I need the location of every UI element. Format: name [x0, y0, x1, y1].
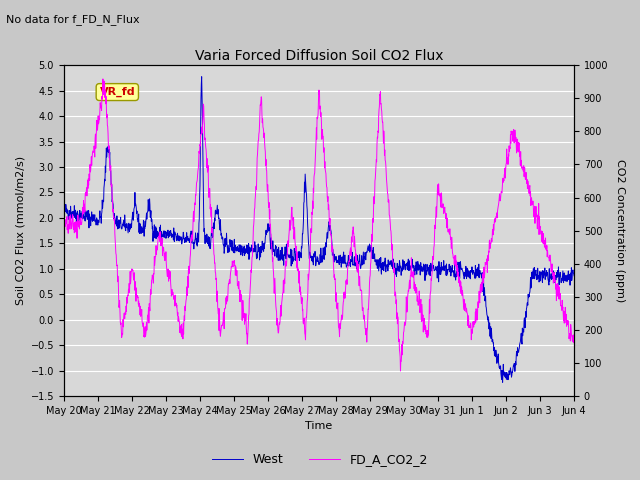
Line: FD_A_CO2_2: FD_A_CO2_2: [64, 79, 574, 371]
Line: West: West: [64, 77, 574, 383]
Y-axis label: Soil CO2 Flux (mmol/m2/s): Soil CO2 Flux (mmol/m2/s): [15, 156, 25, 305]
X-axis label: Time: Time: [305, 421, 333, 432]
Text: VR_fd: VR_fd: [99, 87, 135, 97]
Title: Varia Forced Diffusion Soil CO2 Flux: Varia Forced Diffusion Soil CO2 Flux: [195, 48, 443, 62]
Text: No data for f_FD_N_Flux: No data for f_FD_N_Flux: [6, 14, 140, 25]
Legend: West, FD_A_CO2_2: West, FD_A_CO2_2: [207, 448, 433, 471]
Y-axis label: CO2 Concentration (ppm): CO2 Concentration (ppm): [615, 159, 625, 302]
